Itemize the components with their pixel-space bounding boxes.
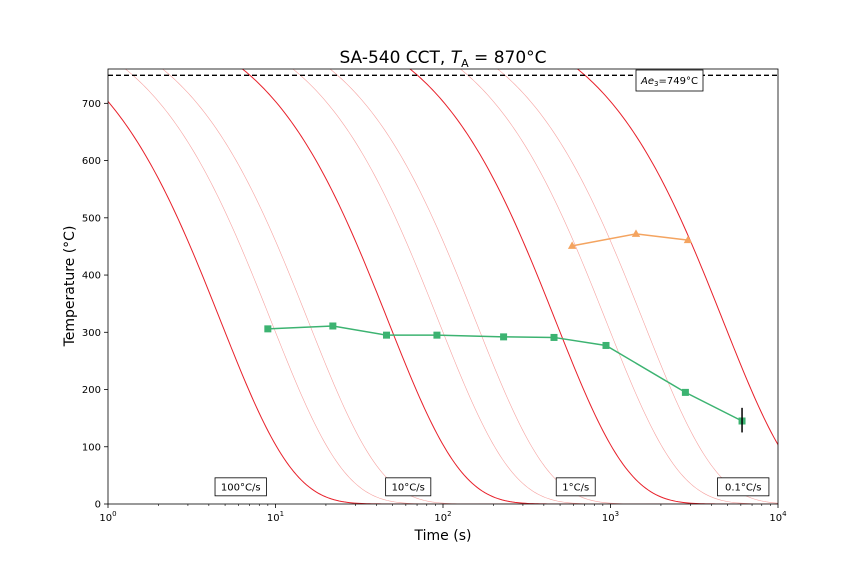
rate-label-box bbox=[214, 477, 267, 497]
chart-title: SA-540 CCT, TA = 870°C bbox=[339, 48, 546, 70]
rate-label: 100°C/s bbox=[221, 482, 261, 493]
rate-label: 10°C/s bbox=[392, 482, 425, 493]
data-point bbox=[500, 333, 508, 341]
data-point bbox=[681, 388, 689, 396]
y-tick-label: 400 bbox=[82, 271, 101, 282]
cooling-curve bbox=[409, 69, 778, 504]
x-tick-label: 101 bbox=[267, 510, 284, 524]
cooling-curve bbox=[576, 69, 778, 446]
cooling-curve bbox=[162, 69, 778, 504]
y-tick-label: 300 bbox=[82, 328, 101, 339]
data-point bbox=[550, 333, 558, 341]
rate-labels: 100°C/s 10°C/s 1°C/s 0.1°C/s bbox=[214, 477, 770, 497]
data-point bbox=[433, 331, 441, 339]
x-tick-label: 100 bbox=[99, 510, 116, 524]
ae3-label-group: Ae3=749°C bbox=[635, 69, 704, 92]
data-point bbox=[683, 235, 693, 244]
transformation-series bbox=[264, 229, 746, 433]
cooling-curve bbox=[497, 69, 778, 504]
data-point bbox=[631, 229, 641, 237]
y-axis-ticks: 0 100 200 300 400 500 600 700 bbox=[82, 99, 108, 511]
y-axis-label: Temperature (°C) bbox=[62, 226, 78, 348]
rate-label-box bbox=[555, 477, 596, 497]
y-tick-label: 700 bbox=[82, 99, 101, 110]
rate-label: 1°C/s bbox=[562, 482, 589, 493]
y-tick-label: 500 bbox=[82, 213, 101, 224]
x-tick-label: 104 bbox=[769, 510, 787, 524]
x-tick-label: 102 bbox=[434, 510, 451, 524]
data-point bbox=[567, 241, 577, 249]
data-point bbox=[602, 341, 610, 349]
x-tick-label: 103 bbox=[602, 510, 619, 524]
y-tick-label: 100 bbox=[82, 442, 101, 453]
rate-label: 0.1°C/s bbox=[725, 482, 761, 493]
cooling-curve bbox=[292, 69, 778, 504]
ae3-label: Ae3=749°C bbox=[640, 76, 698, 88]
x-axis-label: Time (s) bbox=[414, 528, 472, 544]
cooling-curve bbox=[459, 69, 778, 504]
data-point bbox=[264, 325, 272, 333]
rate-label-box bbox=[717, 477, 770, 497]
x-axis-ticks: 100 101 102 103 104 bbox=[99, 504, 787, 524]
y-tick-label: 600 bbox=[82, 156, 101, 167]
ae3-label-box bbox=[635, 69, 704, 92]
data-point bbox=[329, 322, 337, 330]
cooling-curve bbox=[241, 69, 778, 504]
y-tick-label: 0 bbox=[95, 500, 101, 511]
cooling-curve bbox=[329, 69, 778, 504]
data-point bbox=[383, 331, 391, 339]
cooling-curve bbox=[108, 100, 778, 504]
rate-label-box bbox=[385, 477, 432, 497]
y-tick-label: 200 bbox=[82, 385, 101, 396]
